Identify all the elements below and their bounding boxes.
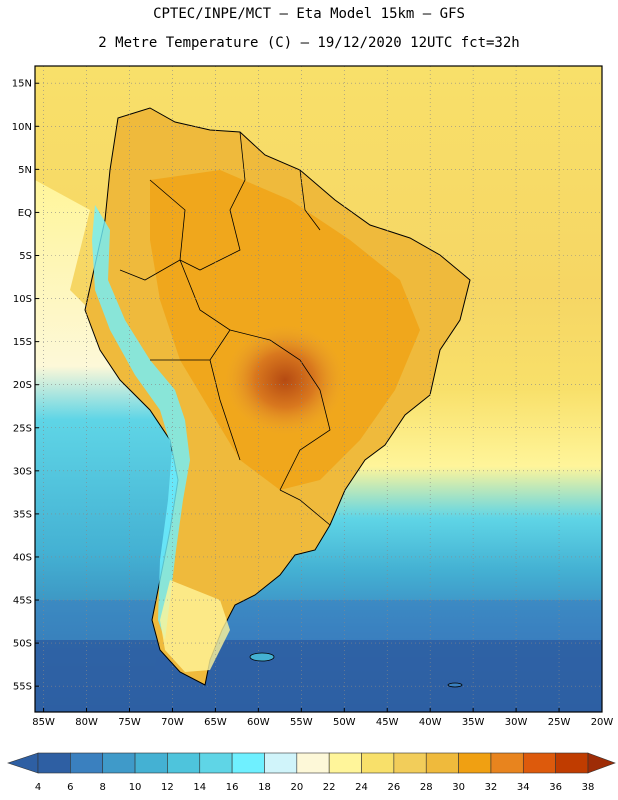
lon-label: 70W — [161, 717, 184, 728]
lon-label: 85W — [32, 717, 55, 728]
legend-swatch — [264, 752, 298, 774]
legend-tick-label: 8 — [100, 782, 106, 793]
south-georgia-island — [447, 682, 463, 688]
legend-tick-label: 16 — [226, 782, 239, 793]
legend-tick-label: 18 — [258, 782, 271, 793]
temperature-map: 15N 10N 5N EQ 5S 10S 15S 20S 25S 30S 35S 40S 45S 50S 5… — [12, 65, 613, 728]
lon-label: 35W — [462, 717, 485, 728]
legend-arrow-right — [587, 752, 616, 774]
lon-label: 80W — [75, 717, 98, 728]
legend-tick-label: 32 — [485, 782, 498, 793]
lat-label: EQ — [18, 208, 32, 219]
legend-tick-label: 28 — [420, 782, 433, 793]
legend-tick-label: 12 — [161, 782, 174, 793]
map-title-line2: 2 Metre Temperature (C) – 19/12/2020 12U… — [98, 35, 520, 51]
legend-swatch — [490, 752, 524, 774]
color-scale-legend: 4 6 8 10 12 14 16 18 20 22 24 26 28 30 32 34 36 38 — [7, 752, 616, 793]
legend-swatch — [296, 752, 330, 774]
southern-ocean-band — [35, 640, 602, 712]
lat-label: 50S — [13, 639, 32, 650]
lon-label: 25W — [548, 717, 571, 728]
legend-swatch — [231, 752, 265, 774]
legend-tick-label: 30 — [452, 782, 465, 793]
lat-label: 40S — [13, 552, 32, 563]
andes-cool-strip — [92, 205, 190, 640]
lon-label: 20W — [591, 717, 614, 728]
lon-label: 30W — [505, 717, 528, 728]
legend-swatch — [328, 752, 362, 774]
lat-label: 15N — [12, 79, 32, 90]
legend-swatch — [522, 752, 556, 774]
lon-label: 60W — [247, 717, 270, 728]
legend-tick-label: 34 — [517, 782, 530, 793]
longitude-labels: 85W 80W 75W 70W 65W 60W 55W 50W 45W 40W 35W 30W 25W 2… — [32, 708, 613, 728]
lat-label: 5N — [18, 165, 32, 176]
legend-swatch — [37, 752, 71, 774]
lat-label: 35S — [13, 509, 32, 520]
legend-tick-label: 20 — [290, 782, 303, 793]
legend-arrow-left — [7, 752, 39, 774]
lat-label: 5S — [19, 251, 32, 262]
legend-swatch — [134, 752, 168, 774]
legend-tick-label: 6 — [67, 782, 73, 793]
legend-tick-label: 14 — [193, 782, 206, 793]
pacific-ocean-field — [35, 180, 180, 712]
legend-swatch — [458, 752, 492, 774]
legend-swatch — [102, 752, 136, 774]
hot-core-region — [225, 325, 345, 435]
legend-swatch — [555, 752, 589, 774]
patagonia-cool-region — [160, 580, 230, 672]
legend-tick-label: 10 — [129, 782, 142, 793]
lat-label: 45S — [13, 596, 32, 607]
legend-tick-label: 4 — [35, 782, 41, 793]
lon-label: 65W — [204, 717, 227, 728]
map-title-line1: CPTEC/INPE/MCT – Eta Model 15km – GFS — [153, 6, 465, 22]
lon-label: 55W — [290, 717, 313, 728]
lon-label: 40W — [419, 717, 442, 728]
lon-label: 50W — [333, 717, 356, 728]
lat-label: 15S — [13, 337, 32, 348]
lon-label: 75W — [118, 717, 141, 728]
lat-lon-grid — [35, 66, 602, 712]
map-frame — [34, 65, 603, 713]
lat-label: 30S — [13, 466, 32, 477]
legend-swatch — [70, 752, 104, 774]
legend-tick-label: 38 — [582, 782, 595, 793]
latitude-labels: 15N 10N 5N EQ 5S 10S 15S 20S 25S 30S 35S 40S 45S 50S 5… — [12, 79, 39, 693]
legend-swatch — [167, 752, 201, 774]
lat-label: 25S — [13, 423, 32, 434]
falkland-islands — [249, 652, 275, 662]
lon-label: 45W — [376, 717, 399, 728]
legend-tick-label: 22 — [323, 782, 336, 793]
legend-swatch — [361, 752, 395, 774]
legend-swatch — [393, 752, 427, 774]
legend-tick-label: 26 — [388, 782, 401, 793]
lat-label: 10N — [12, 122, 32, 133]
lat-label: 55S — [13, 682, 32, 693]
legend-swatch — [425, 752, 459, 774]
legend-tick-label: 24 — [355, 782, 368, 793]
lat-label: 20S — [13, 380, 32, 391]
legend-tick-label: 36 — [549, 782, 562, 793]
lat-label: 10S — [13, 294, 32, 305]
legend-swatch — [199, 752, 233, 774]
country-borders — [119, 131, 331, 526]
